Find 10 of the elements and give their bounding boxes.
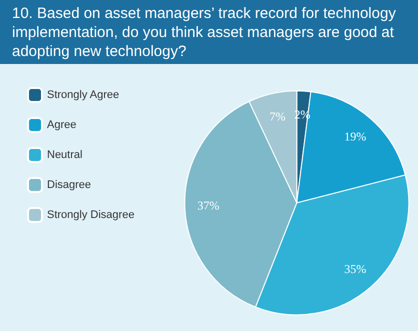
- data-label: 35%: [344, 262, 366, 276]
- legend-label: Strongly Disagree: [47, 209, 134, 221]
- data-label: 37%: [197, 198, 220, 213]
- legend-label: Strongly Agree: [47, 89, 120, 101]
- data-label: 19%: [344, 129, 366, 144]
- chart-title: 10. Based on asset managers’ track record for technology implementation, do you think asset managers are good at adopting new technology?: [0, 0, 418, 64]
- legend-label: Disagree: [47, 179, 92, 191]
- legend-label: Neutral: [47, 149, 82, 161]
- legend-label: Agree: [47, 119, 76, 131]
- data-label: 7%: [269, 109, 286, 124]
